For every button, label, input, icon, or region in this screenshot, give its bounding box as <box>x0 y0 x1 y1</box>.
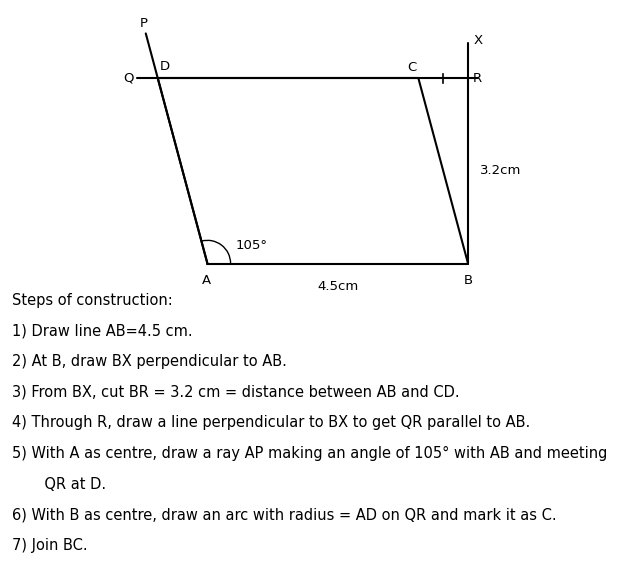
Text: 105°: 105° <box>235 239 267 252</box>
Text: C: C <box>407 61 416 73</box>
Text: P: P <box>140 17 148 30</box>
Text: 7) Join BC.: 7) Join BC. <box>12 538 88 553</box>
Text: 6) With B as centre, draw an arc with radius = AD on QR and mark it as C.: 6) With B as centre, draw an arc with ra… <box>12 507 557 522</box>
Text: 3.2cm: 3.2cm <box>480 164 521 177</box>
Text: R: R <box>473 72 482 85</box>
Text: QR at D.: QR at D. <box>12 477 107 491</box>
Text: 4.5cm: 4.5cm <box>317 279 358 293</box>
Text: Steps of construction:: Steps of construction: <box>12 293 173 307</box>
Text: D: D <box>160 60 171 73</box>
Text: 5) With A as centre, draw a ray AP making an angle of 105° with AB and meeting: 5) With A as centre, draw a ray AP makin… <box>12 446 608 461</box>
Text: 3) From BX, cut BR = 3.2 cm = distance between AB and CD.: 3) From BX, cut BR = 3.2 cm = distance b… <box>12 385 460 399</box>
Text: 2) At B, draw BX perpendicular to AB.: 2) At B, draw BX perpendicular to AB. <box>12 354 287 369</box>
Text: Q: Q <box>123 72 134 85</box>
Text: A: A <box>202 274 211 287</box>
Text: B: B <box>464 274 472 287</box>
Text: 4) Through R, draw a line perpendicular to BX to get QR parallel to AB.: 4) Through R, draw a line perpendicular … <box>12 415 531 430</box>
Text: X: X <box>473 34 482 47</box>
Text: 1) Draw line AB=4.5 cm.: 1) Draw line AB=4.5 cm. <box>12 323 193 338</box>
